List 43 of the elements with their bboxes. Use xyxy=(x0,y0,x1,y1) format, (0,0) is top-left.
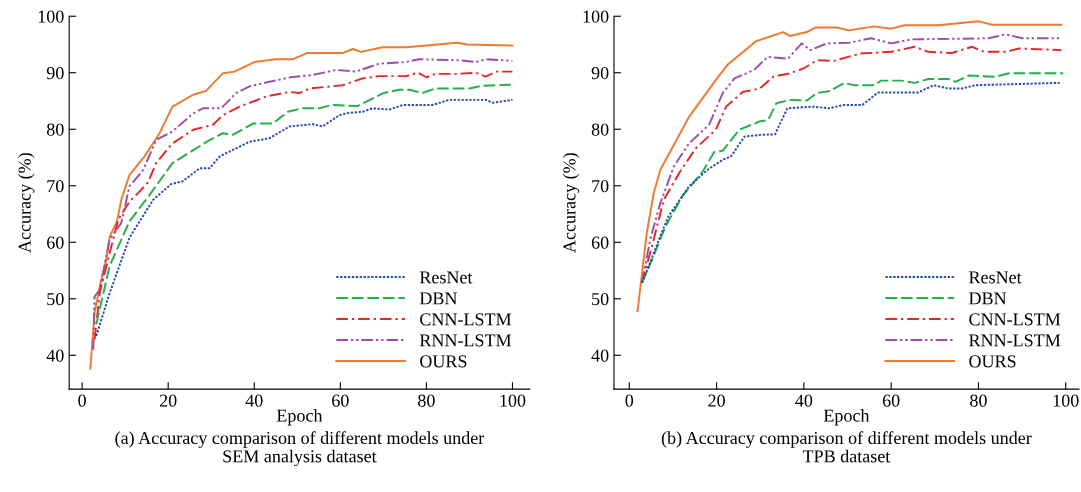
y-tick-label: 100 xyxy=(38,10,64,23)
legend-label: ResNet xyxy=(969,271,1022,284)
x-tick-label: 0 xyxy=(625,394,634,407)
y-tick-label: 50 xyxy=(592,293,609,306)
x-axis-title: Epoch xyxy=(823,409,870,426)
x-tick-label: 100 xyxy=(500,394,526,407)
x-tick-label: 20 xyxy=(159,394,177,407)
y-tick-label: 80 xyxy=(591,123,609,136)
legend-label: OURS xyxy=(420,355,467,368)
y-tick-label: 40 xyxy=(591,349,609,362)
x-tick-label: 20 xyxy=(708,394,725,407)
y-axis-title: Accuracy (%) xyxy=(18,153,35,253)
legend-label: DBN xyxy=(419,292,458,305)
y-tick-label: 60 xyxy=(591,236,609,249)
y-tick-label: 100 xyxy=(583,10,609,23)
x-tick-label: 80 xyxy=(418,394,435,407)
x-tick-label: 0 xyxy=(78,394,86,407)
x-tick-label: 40 xyxy=(245,394,263,407)
x-tick-label: 100 xyxy=(1053,394,1079,407)
x-tick-label: 40 xyxy=(795,394,813,407)
legend-label: CNN-LSTM xyxy=(969,313,1061,326)
legend-label: OURS xyxy=(969,355,1016,368)
x-tick-label: 60 xyxy=(332,394,349,407)
x-axis-title: Epoch xyxy=(276,409,323,426)
line-series xyxy=(636,20,1063,313)
y-tick-label: 40 xyxy=(46,349,64,362)
legend-label: RNN-LSTM xyxy=(419,334,512,347)
x-tick-label: 80 xyxy=(970,394,987,407)
x-tick-label: 60 xyxy=(882,394,900,407)
text: (a) Accuracy comparison of different models under SEM analysis dataset xyxy=(115,431,485,467)
y-tick-label: 90 xyxy=(46,67,64,80)
y-tick-label: 60 xyxy=(47,236,64,249)
legend-label: ResNet xyxy=(419,271,473,284)
y-tick-label: 70 xyxy=(592,180,609,193)
y-tick-label: 80 xyxy=(46,123,64,136)
y-tick-label: 90 xyxy=(591,67,609,80)
y-tick-label: 50 xyxy=(47,293,64,306)
legend-label: RNN-LSTM xyxy=(969,334,1061,347)
text: (b) Accuracy comparison of different models under TPB dataset xyxy=(661,431,1032,463)
y-axis-title: Accuracy (%) xyxy=(562,153,580,253)
y-tick-label: 70 xyxy=(47,180,64,193)
legend-label: CNN-LSTM xyxy=(420,313,512,326)
legend-label: DBN xyxy=(969,292,1007,305)
